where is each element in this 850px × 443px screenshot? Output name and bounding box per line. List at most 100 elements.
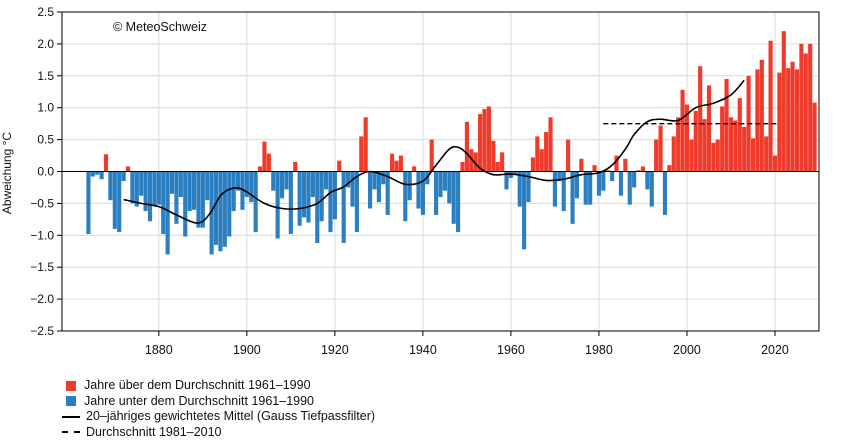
bar-above xyxy=(390,153,395,172)
bar-above xyxy=(548,117,553,172)
bar-above xyxy=(794,69,800,172)
legend-line-smooth xyxy=(62,415,80,418)
bar-below xyxy=(147,171,153,222)
bar-below xyxy=(117,171,122,233)
legend-label-above: Jahre über dem Durchschnitt 1961–1990 xyxy=(84,378,311,392)
bar-below xyxy=(200,171,205,228)
bar-above xyxy=(495,161,500,172)
bar-below xyxy=(332,171,337,220)
y-tick-label: −0.5 xyxy=(30,196,54,210)
bar-below xyxy=(271,171,276,191)
bar-below xyxy=(645,171,650,190)
lines xyxy=(62,79,819,224)
bar-below xyxy=(574,171,580,199)
bar-below xyxy=(275,171,280,239)
bar-below xyxy=(451,171,456,224)
bar-below xyxy=(187,171,192,212)
legend-swatch-below xyxy=(66,396,76,407)
bar-above xyxy=(702,119,707,172)
bar-below xyxy=(328,171,333,233)
bars xyxy=(86,31,817,255)
x-tick-label: 2000 xyxy=(673,343,701,357)
bar-above xyxy=(478,114,483,172)
bar-below xyxy=(442,171,447,191)
bar-above xyxy=(693,110,698,172)
legend-item-smooth: 20–jähriges gewichtetes Mittel (Gauss Ti… xyxy=(62,409,375,425)
legend-line-mean xyxy=(62,431,80,434)
bar-below xyxy=(596,171,602,196)
bar-below xyxy=(662,171,668,215)
bar-above xyxy=(764,136,769,172)
bar-below xyxy=(517,171,522,207)
bar-below xyxy=(456,171,461,233)
bar-below xyxy=(99,171,104,180)
bar-above xyxy=(605,170,610,172)
bar-below xyxy=(627,171,632,205)
bar-below xyxy=(152,171,157,207)
bar-above xyxy=(680,89,685,172)
bar-below xyxy=(90,171,95,177)
bar-below xyxy=(315,171,320,243)
bar-above xyxy=(689,139,694,172)
bar-below xyxy=(376,171,381,203)
smoothed-mean-line xyxy=(123,79,745,224)
x-tick-label: 1920 xyxy=(321,343,349,357)
bar-below xyxy=(372,171,377,190)
legend-label-mean: Durchschnitt 1981–2010 xyxy=(86,424,222,439)
bar-below xyxy=(324,171,329,190)
bar-above xyxy=(486,106,491,172)
bar-above xyxy=(535,136,540,172)
bar-above xyxy=(482,108,487,172)
bar-below xyxy=(513,171,518,175)
bar-above xyxy=(429,139,434,172)
bar-below xyxy=(341,171,346,243)
y-tick-label: 0.0 xyxy=(37,165,54,179)
bar-above xyxy=(737,98,742,172)
x-tick-label: 1900 xyxy=(233,343,261,357)
bar-below xyxy=(143,171,148,212)
bar-above xyxy=(500,152,505,172)
bar-below xyxy=(310,171,315,198)
bar-above xyxy=(777,72,782,172)
bar-above xyxy=(781,31,786,172)
bar-above xyxy=(623,158,628,172)
bar-below xyxy=(169,171,175,194)
bar-below xyxy=(249,171,254,203)
bar-above xyxy=(363,117,368,172)
bar-above xyxy=(359,136,364,172)
bar-above xyxy=(491,140,496,172)
bar-above xyxy=(592,165,597,172)
y-tick-label: 1.5 xyxy=(37,69,54,83)
bar-below xyxy=(213,171,219,245)
bar-below xyxy=(130,171,135,204)
bar-above xyxy=(412,166,417,172)
bar-above xyxy=(711,142,716,172)
x-tick-label: 1940 xyxy=(409,343,437,357)
bar-above xyxy=(614,155,619,172)
bar-above xyxy=(676,117,681,172)
bar-below xyxy=(279,171,285,199)
bar-below xyxy=(288,171,293,235)
bar-above xyxy=(755,69,760,172)
y-axis-label: Abweichung °C xyxy=(0,132,14,215)
bar-above xyxy=(579,158,584,172)
bar-below xyxy=(403,171,408,222)
y-tick-label: 1.0 xyxy=(37,101,54,115)
bar-below xyxy=(139,171,144,196)
bar-below xyxy=(227,171,232,237)
x-tick-label: 1960 xyxy=(497,343,525,357)
bar-below xyxy=(253,171,258,233)
bar-above xyxy=(750,138,756,172)
bar-above xyxy=(473,152,478,172)
bar-below xyxy=(86,171,91,235)
bar-below xyxy=(552,171,557,207)
bar-below xyxy=(438,171,443,198)
bar-above xyxy=(790,61,795,172)
y-tick-label: −2.5 xyxy=(30,324,54,338)
bar-below xyxy=(112,171,117,229)
bar-above xyxy=(398,155,403,172)
bar-below xyxy=(504,171,509,190)
bar-below xyxy=(407,171,412,201)
bar-below xyxy=(381,171,386,185)
